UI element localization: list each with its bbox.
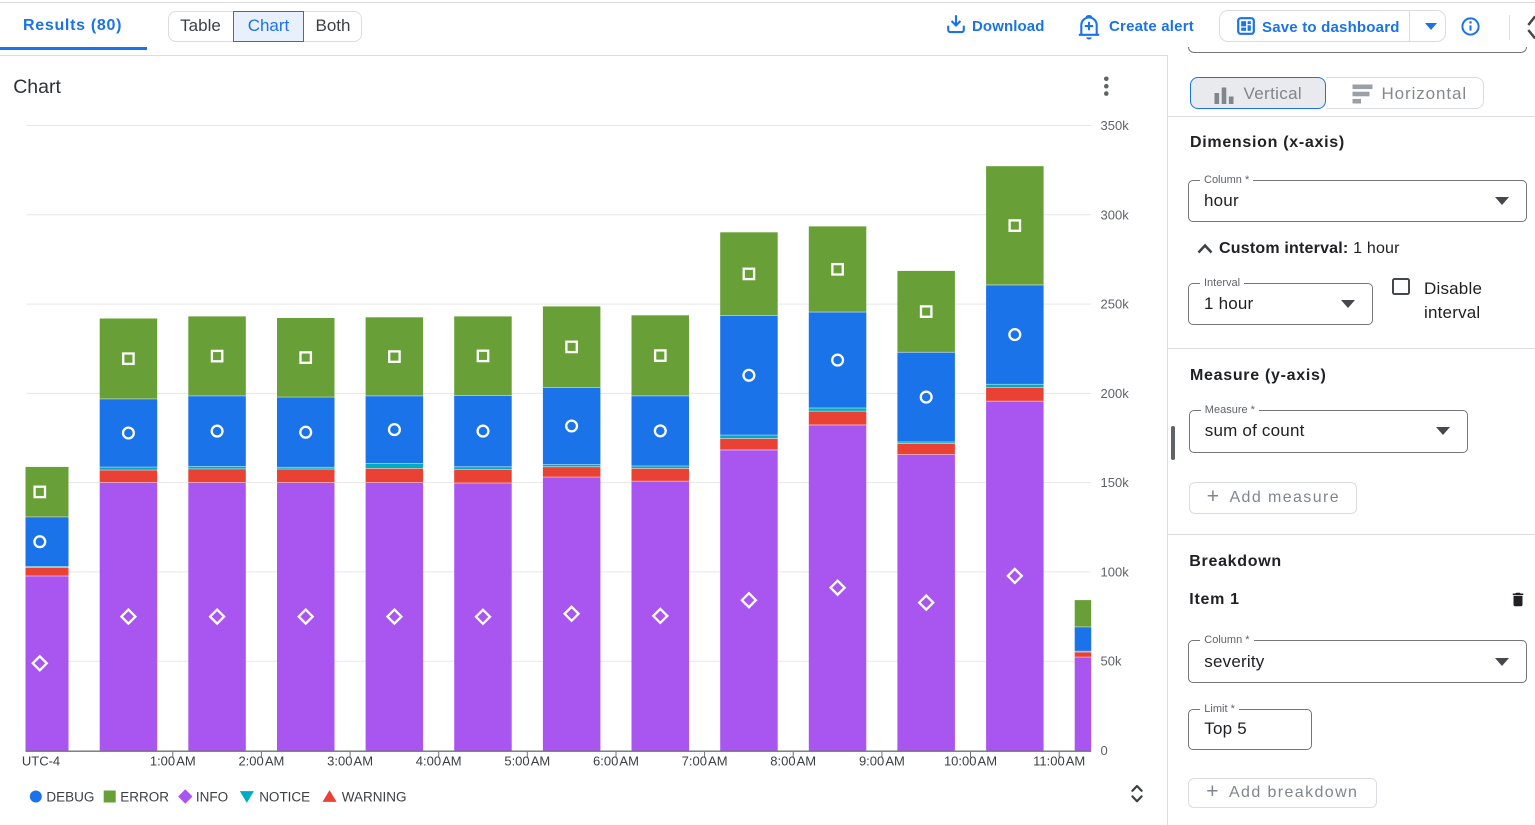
svg-text:350k: 350k — [1101, 118, 1130, 133]
svg-text:1:00 AM: 1:00 AM — [150, 754, 196, 769]
svg-text:2:00 AM: 2:00 AM — [238, 754, 284, 769]
svg-text:6:00 AM: 6:00 AM — [593, 754, 639, 769]
svg-text:150k: 150k — [1101, 475, 1130, 490]
svg-text:INFO: INFO — [196, 789, 228, 804]
svg-text:DEBUG: DEBUG — [46, 789, 94, 804]
svg-text:9:00 AM: 9:00 AM — [859, 754, 905, 769]
svg-text:0: 0 — [1101, 743, 1108, 758]
svg-text:Chart: Chart — [13, 76, 61, 98]
svg-text:5:00 AM: 5:00 AM — [504, 754, 550, 769]
svg-text:ERROR: ERROR — [120, 789, 169, 804]
svg-text:10:00 AM: 10:00 AM — [944, 754, 997, 769]
svg-text:WARNING: WARNING — [342, 789, 407, 804]
svg-text:NOTICE: NOTICE — [259, 789, 310, 804]
svg-text:250k: 250k — [1101, 297, 1130, 312]
svg-text:8:00 AM: 8:00 AM — [770, 754, 816, 769]
svg-text:50k: 50k — [1101, 654, 1122, 669]
svg-text:4:00 AM: 4:00 AM — [416, 754, 462, 769]
svg-text:7:00 AM: 7:00 AM — [682, 754, 728, 769]
svg-text:11:00 AM: 11:00 AM — [1033, 754, 1085, 769]
svg-text:100k: 100k — [1101, 564, 1130, 579]
svg-text:200k: 200k — [1101, 386, 1130, 401]
svg-text:UTC-4: UTC-4 — [22, 754, 60, 769]
svg-text:300k: 300k — [1101, 207, 1130, 222]
svg-text:3:00 AM: 3:00 AM — [327, 754, 373, 769]
